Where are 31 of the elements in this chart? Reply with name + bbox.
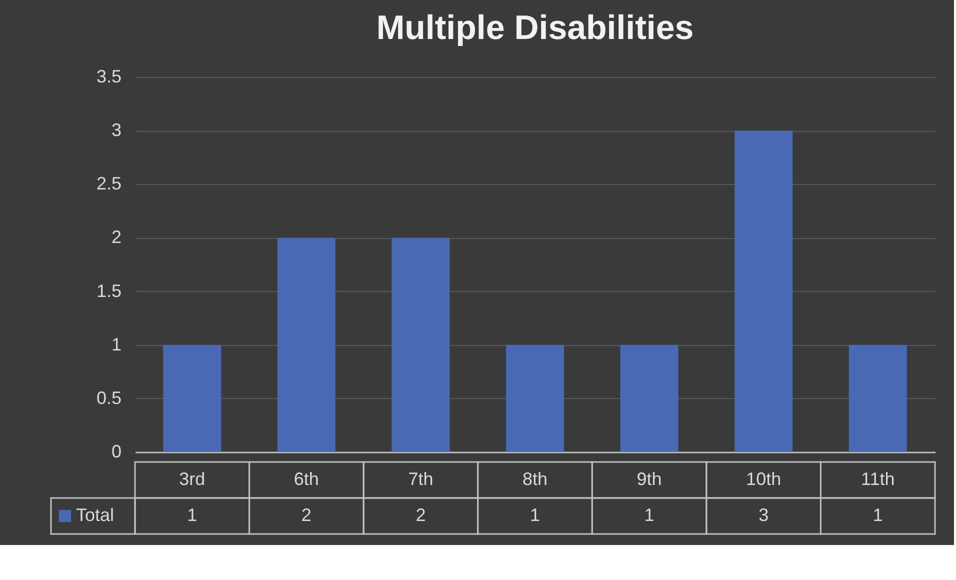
legend-label: Total xyxy=(76,505,114,525)
data-label: 1 xyxy=(187,505,198,525)
bar xyxy=(734,130,793,452)
y-tick-label: 3 xyxy=(111,120,122,140)
data-label: 1 xyxy=(872,505,883,525)
x-tick-label: 6th xyxy=(294,469,319,489)
chart-title: Multiple Disabilities xyxy=(376,9,694,47)
y-tick-label: 2 xyxy=(111,227,122,248)
data-label: 2 xyxy=(301,505,312,525)
x-tick-label: 11th xyxy=(861,469,895,489)
data-label: 3 xyxy=(758,505,769,525)
data-label: 1 xyxy=(644,505,654,525)
bar xyxy=(277,238,336,452)
bar xyxy=(620,344,678,452)
data-label: 1 xyxy=(530,505,540,525)
x-tick-label: 3rd xyxy=(179,469,206,489)
y-tick-label: 1.5 xyxy=(96,280,122,301)
y-tick-label: 2.5 xyxy=(96,174,122,194)
x-tick-label: 7th xyxy=(408,469,434,489)
data-label: 2 xyxy=(416,505,426,525)
y-tick-label: 0.5 xyxy=(96,388,122,408)
y-tick-label: 1 xyxy=(111,334,122,354)
x-tick-label: 10th xyxy=(746,469,782,489)
x-tick-label: 9th xyxy=(636,469,662,489)
y-tick-label: 3.5 xyxy=(96,66,122,86)
x-tick-label: 8th xyxy=(522,469,548,489)
bar xyxy=(506,344,564,452)
bar xyxy=(163,344,222,452)
bar xyxy=(392,238,450,452)
y-tick-label: 0 xyxy=(111,442,122,462)
bar xyxy=(848,344,907,452)
